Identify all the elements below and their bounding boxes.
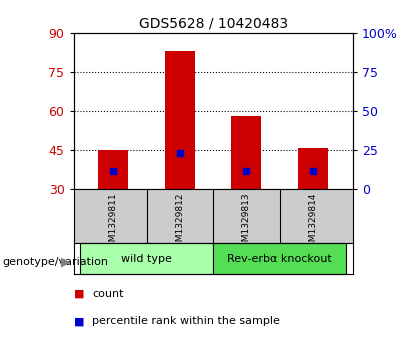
Text: Rev-erbα knockout: Rev-erbα knockout (227, 254, 332, 264)
Bar (231, 116, 261, 189)
Text: GSM1329811: GSM1329811 (109, 192, 118, 253)
Text: GSM1329813: GSM1329813 (242, 192, 251, 253)
Text: wild type: wild type (121, 254, 172, 264)
Text: ▶: ▶ (61, 256, 71, 269)
Bar (165, 51, 195, 189)
Text: percentile rank within the sample: percentile rank within the sample (92, 316, 280, 326)
Bar (80, 243, 213, 274)
Text: genotype/variation: genotype/variation (2, 257, 108, 267)
Text: GSM1329812: GSM1329812 (176, 192, 184, 253)
Title: GDS5628 / 10420483: GDS5628 / 10420483 (139, 16, 288, 30)
Text: ■: ■ (74, 316, 84, 326)
Bar (98, 150, 129, 189)
Text: ■: ■ (74, 289, 84, 299)
Text: GSM1329814: GSM1329814 (308, 192, 318, 253)
Text: count: count (92, 289, 124, 299)
Bar (298, 148, 328, 189)
Bar (213, 243, 346, 274)
